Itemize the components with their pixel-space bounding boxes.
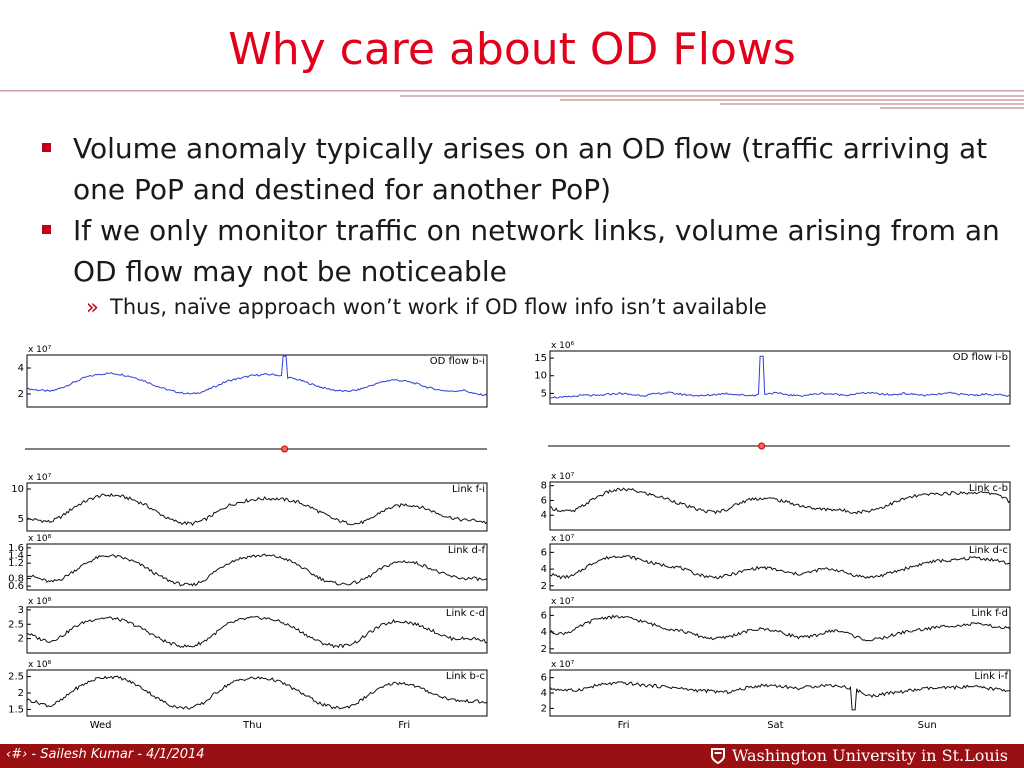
series-line: [26, 355, 488, 397]
series-title: Link b-c: [446, 671, 485, 682]
y-tick-label: 3: [18, 605, 24, 616]
plot-frame: [26, 543, 488, 591]
series-title: Link c-b: [969, 483, 1008, 494]
footer-university: Washington University in St.Louis: [710, 746, 1008, 765]
bullet-square-icon: [42, 225, 51, 234]
series-title: OD flow i-b: [953, 352, 1008, 363]
x-tick-label: Sun: [918, 720, 937, 731]
axis-scale-label: x 10⁶: [551, 341, 575, 351]
y-tick-label: 2.5: [8, 672, 24, 683]
title-underline-bars: [0, 90, 1024, 109]
y-tick-label: 5: [18, 514, 24, 525]
y-tick-label: 2: [541, 644, 547, 655]
bullet-list: Volume anomaly typically arises on an OD…: [40, 128, 1020, 322]
y-tick-label: 6: [541, 495, 547, 506]
series-title: Link i-f: [974, 671, 1008, 682]
sub-bullet-marker: »: [86, 295, 99, 319]
series-line: [549, 355, 1011, 399]
y-tick-label: 4: [18, 363, 24, 374]
y-tick-label: 5: [541, 388, 547, 399]
axis-scale-label: x 10⁷: [28, 473, 52, 483]
plot-frame: [549, 350, 1011, 405]
y-tick-label: 1.5: [8, 704, 24, 715]
university-name: Washington University in St.Louis: [731, 746, 1008, 765]
series-line: [26, 675, 488, 710]
plot-frame: [549, 481, 1011, 531]
bullet-1-text: Volume anomaly typically arises on an OD…: [73, 132, 988, 206]
footer-slide-info: ‹#› - Sailesh Kumar - 4/1/2014: [6, 747, 205, 762]
bullet-square-icon: [42, 143, 51, 152]
series-title: Link f-i: [452, 484, 485, 495]
y-tick-label: 4: [541, 627, 547, 638]
anomaly-marker: [281, 445, 289, 453]
series-title: Link c-d: [446, 608, 485, 619]
y-tick-label: 2.5: [8, 619, 24, 630]
y-tick-label: 6: [541, 673, 547, 684]
y-tick-label: 4: [541, 564, 547, 575]
anomaly-marker: [758, 442, 766, 450]
y-tick-label: 10: [534, 371, 547, 382]
axis-scale-label: x 10⁷: [551, 534, 575, 544]
sub-bullet-text: Thus, naïve approach won’t work if OD fl…: [110, 295, 767, 319]
axis-scale-label: x 10⁷: [551, 472, 575, 482]
x-tick-label: Fri: [618, 720, 630, 731]
axis-scale-label: x 10⁸: [28, 660, 52, 670]
plot-frame: [26, 354, 488, 408]
x-tick-label: Thu: [242, 720, 262, 731]
series-line: [26, 553, 488, 587]
y-tick-label: 1.6: [8, 543, 24, 554]
y-tick-label: 2: [18, 688, 24, 699]
y-tick-label: 2: [541, 703, 547, 714]
plot-frame: [26, 606, 488, 654]
y-tick-label: 2: [18, 634, 24, 645]
y-tick-label: 8: [541, 481, 547, 492]
bullet-1: Volume anomaly typically arises on an OD…: [40, 128, 1020, 210]
plot-frame: [549, 669, 1011, 717]
plot-frame: [26, 482, 488, 532]
series-line: [26, 492, 488, 527]
university-shield-icon: [710, 747, 725, 764]
od-flow-figure: x 10⁷ OD flow b-i 2 4 Wed Thu Fri x 10⁷ Link f-i…: [8, 341, 1011, 731]
y-tick-label: 15: [534, 353, 547, 364]
series-title: OD flow b-i: [430, 356, 485, 367]
series-line: [549, 555, 1011, 580]
y-tick-label: 1.2: [8, 558, 24, 569]
y-tick-label: 4: [541, 510, 547, 521]
y-tick-label: 0.8: [8, 574, 24, 585]
series-line: [26, 615, 488, 649]
y-tick-label: 2: [541, 581, 547, 592]
axis-scale-label: x 10⁸: [28, 534, 52, 544]
x-tick-label: Wed: [90, 720, 112, 731]
series-title: Link d-c: [969, 545, 1008, 556]
bullet-2: If we only monitor traffic on network li…: [40, 210, 1020, 292]
series-line: [549, 681, 1011, 711]
plot-frame: [549, 543, 1011, 591]
series-line: [549, 614, 1011, 642]
x-tick-label: Fri: [398, 720, 410, 731]
sub-bullet: » Thus, naïve approach won’t work if OD …: [40, 292, 1020, 322]
x-tick-label: Sat: [767, 720, 783, 731]
axis-scale-label: x 10⁷: [28, 345, 52, 355]
slide-title: Why care about OD Flows: [228, 24, 796, 75]
bullet-2-text: If we only monitor traffic on network li…: [73, 214, 1000, 288]
y-tick-label: 10: [11, 484, 24, 495]
series-title: Link f-d: [971, 608, 1008, 619]
axis-scale-label: x 10⁷: [551, 660, 575, 670]
axis-scale-label: x 10⁸: [28, 597, 52, 607]
y-tick-label: 0.6: [8, 581, 24, 592]
y-tick-label: 2: [18, 389, 24, 400]
y-tick-label: 4: [541, 688, 547, 699]
series-line: [549, 487, 1011, 515]
y-tick-label: 6: [541, 547, 547, 558]
plot-frame: [26, 669, 488, 717]
y-tick-label: 1.4: [8, 551, 24, 562]
footer-bar: ‹#› - Sailesh Kumar - 4/1/2014 Washingto…: [0, 744, 1024, 768]
y-tick-label: 6: [541, 610, 547, 621]
axis-scale-label: x 10⁷: [551, 597, 575, 607]
series-title: Link d-f: [448, 545, 486, 556]
